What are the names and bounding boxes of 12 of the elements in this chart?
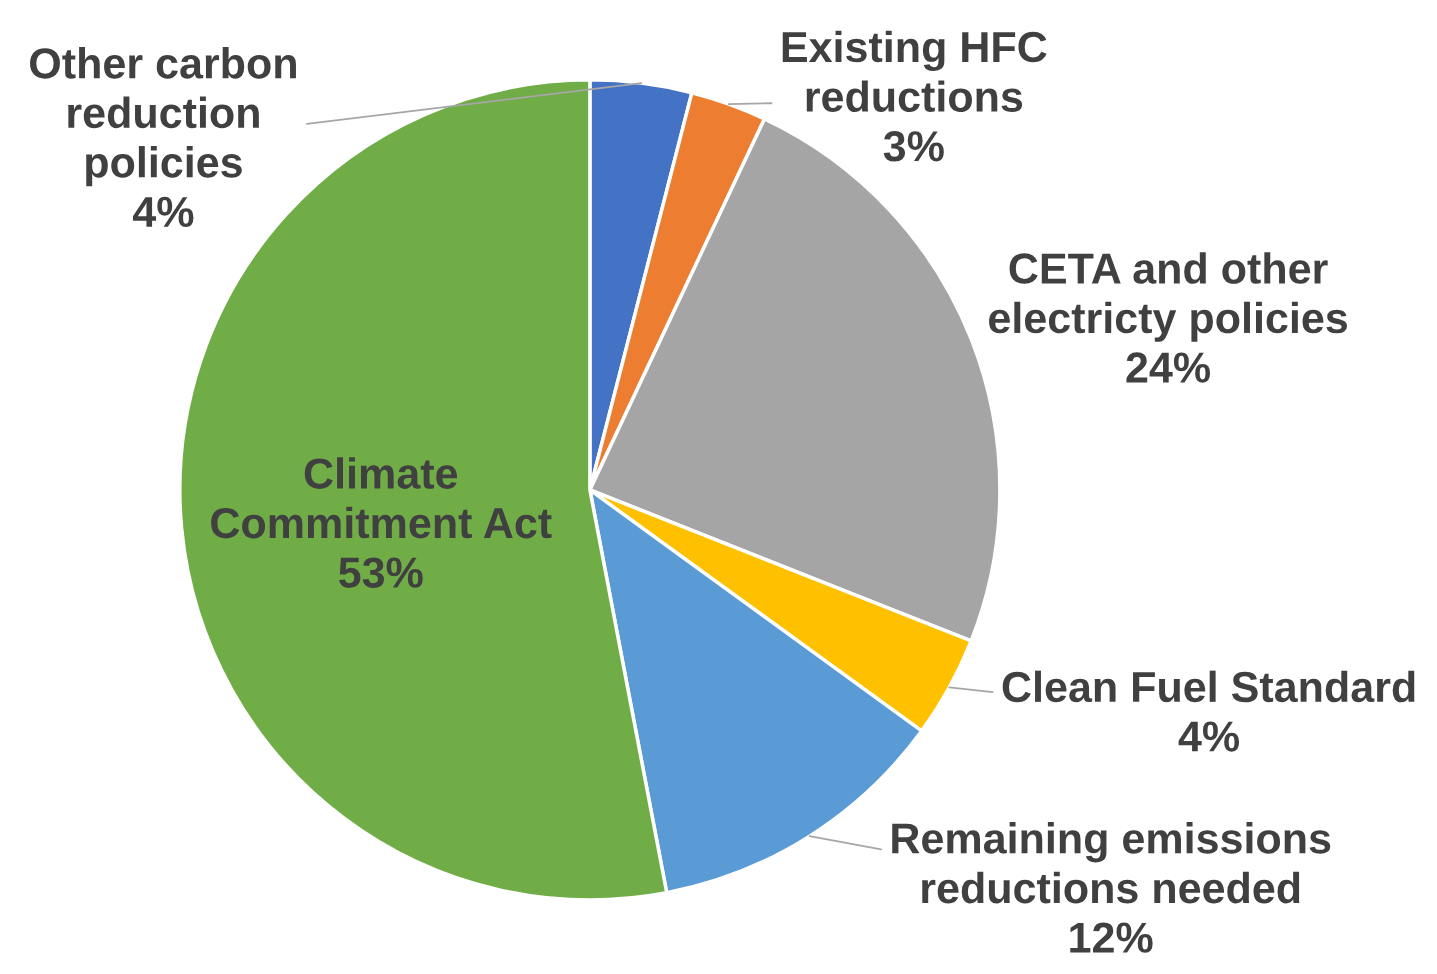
- slice-label: Existing HFC reductions: [782, 30, 1047, 113]
- slice-label: Clean Fuel Standard: [1002, 670, 1415, 703]
- data-label: 53%: [339, 557, 423, 588]
- data-label: 4%: [132, 196, 194, 228]
- slice-label: Remaining emissions reductions needed: [892, 822, 1331, 904]
- data-label: 24%: [1126, 352, 1211, 383]
- slice-label: Other carbon reduction policies: [30, 47, 296, 187]
- data-label: 4%: [1178, 721, 1240, 752]
- slice-label: CETA and other electricty policies: [989, 252, 1347, 342]
- slice-label: Climate Commitment Act: [211, 457, 552, 539]
- data-label: 3%: [883, 131, 944, 162]
- data-label: 12%: [1070, 922, 1153, 953]
